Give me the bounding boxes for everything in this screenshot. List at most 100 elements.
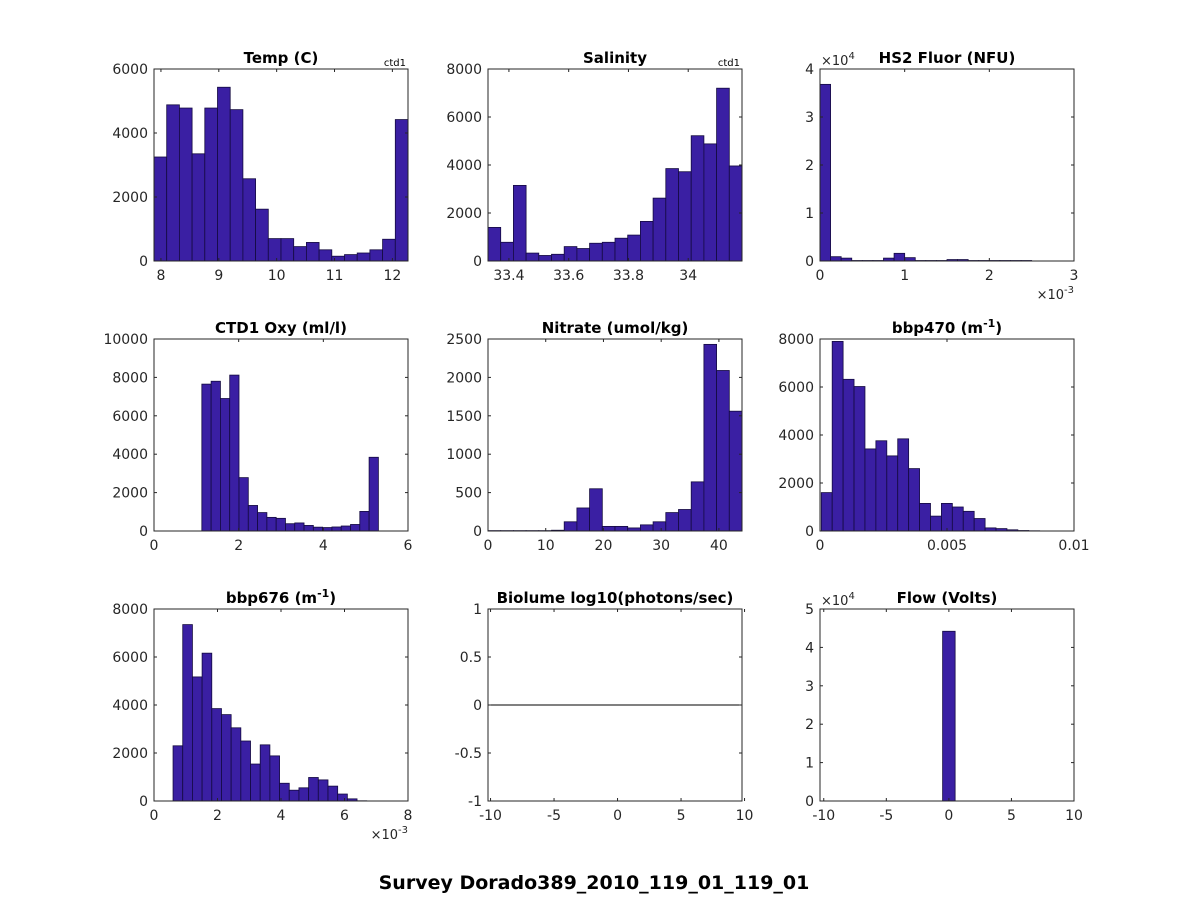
axes-frame: [153, 68, 409, 262]
y-tick-label: 6000: [112, 650, 148, 666]
histogram-bar: [242, 178, 256, 262]
histogram-bar: [904, 257, 916, 262]
x-tick-label: 5: [1007, 808, 1016, 824]
histogram-bar: [318, 249, 333, 262]
histogram-bar: [589, 242, 603, 262]
subplot-9: -10 -5 0 5 10 0 1 2 3 4 5 Flow (Volts) ×104: [805, 589, 1083, 824]
y-tick-label: 2000: [112, 486, 148, 502]
subplot-title: CTD1 Oxy (ml/l): [215, 319, 347, 337]
axes-frame: [153, 338, 409, 532]
y-tick-label: 4000: [778, 428, 814, 444]
y-tick-label: 8000: [446, 62, 482, 78]
histogram-bar: [356, 252, 371, 262]
x-tick-label: -10: [479, 808, 502, 824]
histogram-bar: [576, 507, 591, 532]
y-tick-label: 0: [805, 794, 814, 810]
histogram-bar: [240, 740, 251, 802]
histogram-bar: [259, 744, 271, 802]
x-tick-label: 0: [484, 538, 493, 554]
histogram-bar: [229, 374, 240, 532]
histogram-bar: [886, 455, 899, 532]
histogram-bar: [819, 83, 831, 262]
histogram-bar: [665, 512, 679, 532]
x-tick-label: -5: [547, 808, 561, 824]
y-tick-label: 1500: [446, 409, 482, 425]
histogram-bar: [331, 526, 342, 532]
axes-frame: [487, 338, 743, 532]
subplot-4: 0 2 4 6 0 2000 4000 6000 8000 10000 CTD1 Oxy (ml/l…: [103, 319, 412, 554]
histogram-bar: [275, 517, 286, 532]
subplot-title: bbp676 (m-1): [226, 587, 336, 607]
histogram-bar: [217, 86, 231, 262]
y-tick-label: 2000: [112, 190, 148, 206]
corner-label: ctd1: [384, 58, 406, 69]
histogram-bar: [500, 241, 514, 262]
subplot-3: 0 1 2 3 0 1 2 3 4 HS2 Fluor (NFU) ×104 ×10-3: [805, 49, 1078, 303]
x-tick-label: 6: [340, 808, 349, 824]
histogram-bar: [728, 410, 743, 532]
histogram-bar: [369, 249, 383, 262]
y-tick-label: 8000: [778, 332, 814, 348]
x-tick-label: 10: [268, 268, 286, 284]
histogram-bar: [229, 109, 244, 262]
histogram-bar: [941, 502, 953, 532]
histogram-bar: [172, 745, 184, 802]
histogram-bar: [525, 252, 540, 262]
y-tick-label: 1: [805, 756, 814, 772]
title-text: Flow (Volts): [897, 589, 998, 607]
histogram-bar: [640, 220, 654, 262]
x-tick-label: 10: [537, 538, 555, 554]
histogram-bar: [266, 516, 277, 532]
subplot-1: 8 9 10 11 12 0 2000 4000 6000 Temp (C) ctd1: [112, 49, 409, 284]
histogram-bar: [322, 527, 333, 532]
histogram-bar: [627, 234, 641, 262]
y-exponent-label: ×104: [821, 591, 855, 609]
axes-frame: [819, 608, 1075, 802]
x-tick-label: 5: [677, 808, 686, 824]
histogram-bar: [257, 512, 268, 532]
y-tick-label: -0.5: [455, 746, 482, 762]
title-text: Biolume log10(photons/sec): [497, 589, 734, 607]
histogram-bar: [298, 787, 310, 802]
histogram-bar: [551, 253, 565, 262]
x-tick-label: 33.4: [493, 268, 524, 284]
histogram-bar: [919, 502, 931, 532]
subplot-7: 0 2 4 6 8 0 2000 4000 6000 8000 bbp676 (m-1) ×10-3: [112, 587, 412, 843]
x-tick-label: 2: [213, 808, 222, 824]
histogram-bar: [288, 789, 300, 802]
subplot-title: HS2 Fluor (NFU): [879, 49, 1016, 67]
histogram-bar: [897, 438, 910, 532]
y-tick-label: 1000: [446, 447, 482, 463]
title-text: CTD1 Oxy (ml/l): [215, 319, 347, 337]
histogram-bar: [576, 248, 591, 262]
histogram-bar: [716, 87, 730, 262]
y-tick-label: 0: [805, 254, 814, 270]
y-tick-label: 6000: [446, 110, 482, 126]
histogram-bar: [211, 708, 222, 802]
histogram-bar: [951, 506, 964, 532]
histogram-bar: [191, 153, 206, 262]
histogram-bar: [317, 779, 329, 802]
subplot-2: 33.4 33.6 33.8 34 0 2000 4000 6000 8000 Salinity c…: [446, 49, 743, 284]
y-tick-label: 2000: [778, 476, 814, 492]
x-tick-label: 4: [277, 808, 286, 824]
histogram-bar: [820, 492, 833, 532]
histogram-bar: [267, 238, 282, 262]
histogram-bar: [344, 254, 358, 262]
y-exponent-label: ×104: [821, 51, 855, 69]
histogram-bar: [652, 521, 667, 532]
y-tick-label: 2000: [446, 370, 482, 386]
histogram-bar: [331, 255, 345, 262]
histogram-bar: [640, 524, 654, 532]
y-tick-label: 4: [805, 62, 814, 78]
y-tick-label: 2000: [112, 746, 148, 762]
histogram-bar: [973, 518, 986, 532]
x-tick-label: 34: [679, 268, 697, 284]
x-tick-label: 4: [319, 538, 328, 554]
histogram-bar: [327, 785, 339, 802]
x-tick-label: 30: [652, 538, 670, 554]
y-tick-label: 0.5: [460, 650, 482, 666]
histogram-bar: [210, 380, 221, 532]
histogram-bar: [269, 755, 280, 802]
